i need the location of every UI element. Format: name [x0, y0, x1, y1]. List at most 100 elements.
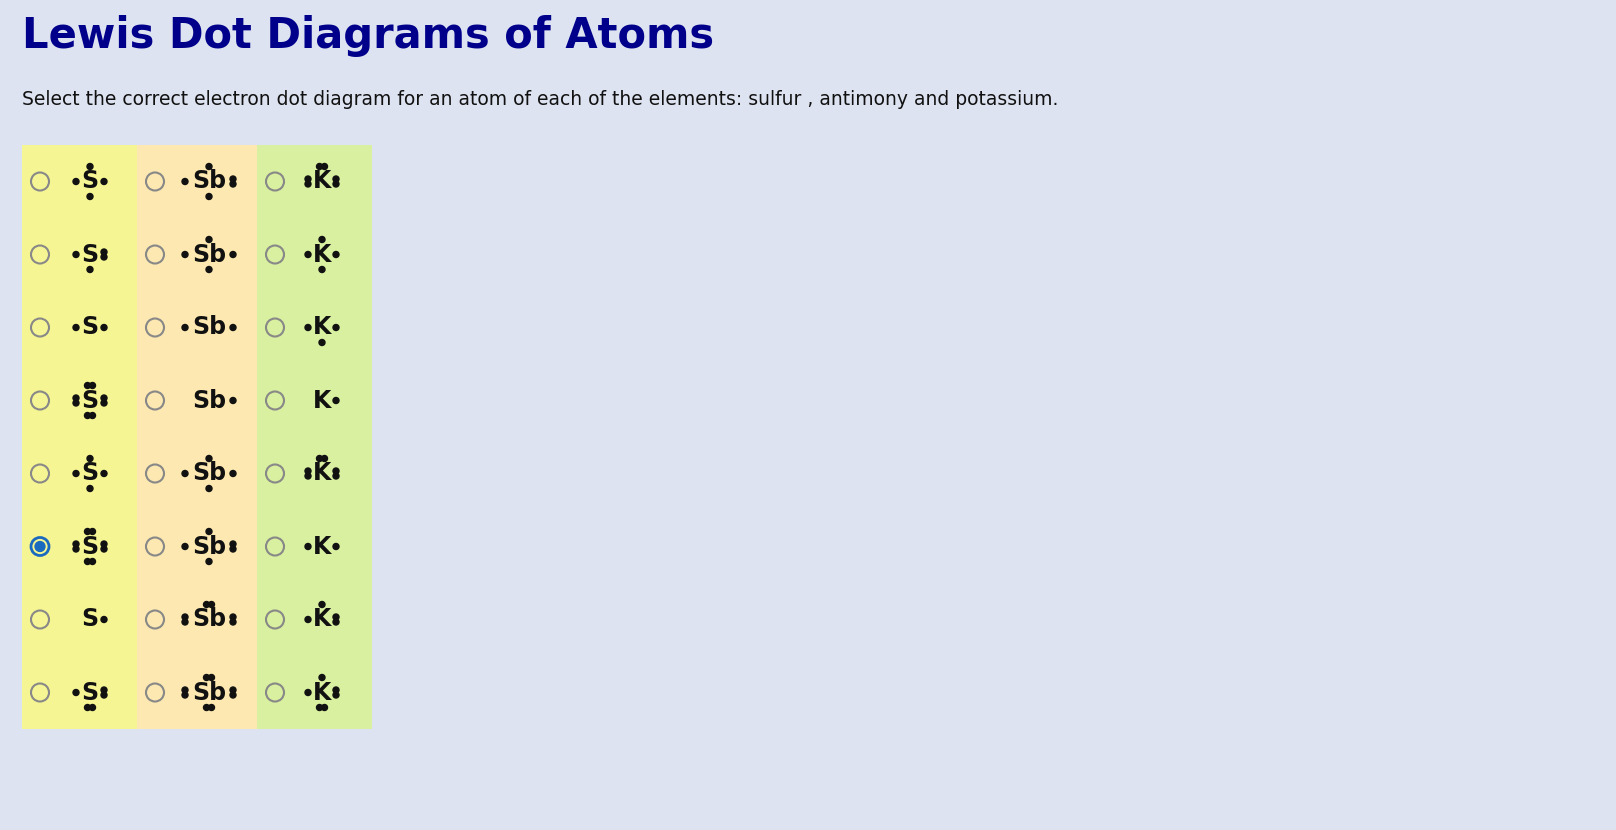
- Circle shape: [100, 395, 107, 401]
- Text: K: K: [314, 608, 331, 632]
- Circle shape: [84, 383, 90, 388]
- Circle shape: [333, 325, 339, 330]
- Text: K: K: [314, 388, 331, 413]
- Circle shape: [229, 398, 236, 403]
- Circle shape: [183, 251, 187, 257]
- Text: Sb: Sb: [192, 461, 226, 486]
- Text: K: K: [314, 315, 331, 339]
- Circle shape: [229, 181, 236, 187]
- Circle shape: [183, 471, 187, 476]
- Circle shape: [183, 614, 187, 620]
- Text: S: S: [81, 388, 99, 413]
- Circle shape: [205, 193, 212, 199]
- Circle shape: [204, 602, 210, 608]
- Circle shape: [318, 237, 325, 242]
- Circle shape: [84, 529, 90, 535]
- Circle shape: [208, 602, 215, 608]
- Text: Sb: Sb: [192, 315, 226, 339]
- Circle shape: [100, 546, 107, 552]
- Circle shape: [73, 546, 79, 552]
- Text: Sb: Sb: [192, 535, 226, 559]
- Text: S: S: [81, 169, 99, 193]
- Circle shape: [73, 325, 79, 330]
- Circle shape: [183, 692, 187, 698]
- Circle shape: [183, 544, 187, 549]
- Circle shape: [183, 178, 187, 184]
- Text: S: S: [81, 535, 99, 559]
- Circle shape: [305, 176, 310, 182]
- Circle shape: [318, 339, 325, 345]
- Bar: [137, 145, 257, 729]
- Circle shape: [205, 164, 212, 169]
- Circle shape: [204, 675, 210, 681]
- Circle shape: [229, 176, 236, 182]
- Circle shape: [73, 541, 79, 547]
- Circle shape: [305, 690, 310, 696]
- Circle shape: [229, 687, 236, 693]
- Circle shape: [208, 675, 215, 681]
- Circle shape: [205, 559, 212, 564]
- Circle shape: [333, 468, 339, 474]
- Circle shape: [100, 178, 107, 184]
- Circle shape: [317, 164, 323, 169]
- Circle shape: [183, 619, 187, 625]
- Text: Sb: Sb: [192, 681, 226, 705]
- Circle shape: [100, 692, 107, 698]
- Circle shape: [333, 473, 339, 479]
- Circle shape: [89, 413, 95, 418]
- Text: K: K: [314, 242, 331, 266]
- Circle shape: [205, 456, 212, 461]
- Circle shape: [229, 614, 236, 620]
- Circle shape: [100, 541, 107, 547]
- Circle shape: [87, 266, 94, 272]
- Circle shape: [229, 325, 236, 330]
- Circle shape: [317, 456, 323, 461]
- Circle shape: [318, 266, 325, 272]
- Circle shape: [100, 400, 107, 406]
- Circle shape: [322, 705, 328, 710]
- Circle shape: [87, 193, 94, 199]
- Text: Select the correct electron dot diagram for an atom of each of the elements: sul: Select the correct electron dot diagram …: [23, 90, 1058, 109]
- Circle shape: [333, 176, 339, 182]
- Circle shape: [333, 398, 339, 403]
- Circle shape: [229, 471, 236, 476]
- Circle shape: [229, 251, 236, 257]
- Circle shape: [100, 249, 107, 255]
- Text: K: K: [314, 535, 331, 559]
- Circle shape: [333, 251, 339, 257]
- Circle shape: [318, 602, 325, 608]
- Circle shape: [205, 237, 212, 242]
- Circle shape: [333, 181, 339, 187]
- Circle shape: [84, 413, 90, 418]
- Circle shape: [87, 456, 94, 461]
- Text: S: S: [81, 315, 99, 339]
- Circle shape: [84, 705, 90, 710]
- Circle shape: [305, 473, 310, 479]
- Text: Lewis Dot Diagrams of Atoms: Lewis Dot Diagrams of Atoms: [23, 15, 714, 57]
- Circle shape: [73, 400, 79, 406]
- Bar: [257, 145, 372, 729]
- Circle shape: [322, 164, 328, 169]
- Circle shape: [205, 486, 212, 491]
- Circle shape: [305, 544, 310, 549]
- Circle shape: [205, 266, 212, 272]
- Circle shape: [73, 690, 79, 696]
- Text: K: K: [314, 681, 331, 705]
- Text: S: S: [81, 242, 99, 266]
- Circle shape: [84, 559, 90, 564]
- Circle shape: [333, 544, 339, 549]
- Circle shape: [73, 395, 79, 401]
- Circle shape: [100, 617, 107, 622]
- Circle shape: [305, 325, 310, 330]
- Circle shape: [87, 164, 94, 169]
- Text: K: K: [314, 461, 331, 486]
- Circle shape: [89, 559, 95, 564]
- Text: S: S: [81, 608, 99, 632]
- Circle shape: [73, 178, 79, 184]
- Circle shape: [333, 619, 339, 625]
- Circle shape: [100, 325, 107, 330]
- Circle shape: [229, 692, 236, 698]
- Circle shape: [333, 614, 339, 620]
- Circle shape: [317, 705, 323, 710]
- Circle shape: [89, 383, 95, 388]
